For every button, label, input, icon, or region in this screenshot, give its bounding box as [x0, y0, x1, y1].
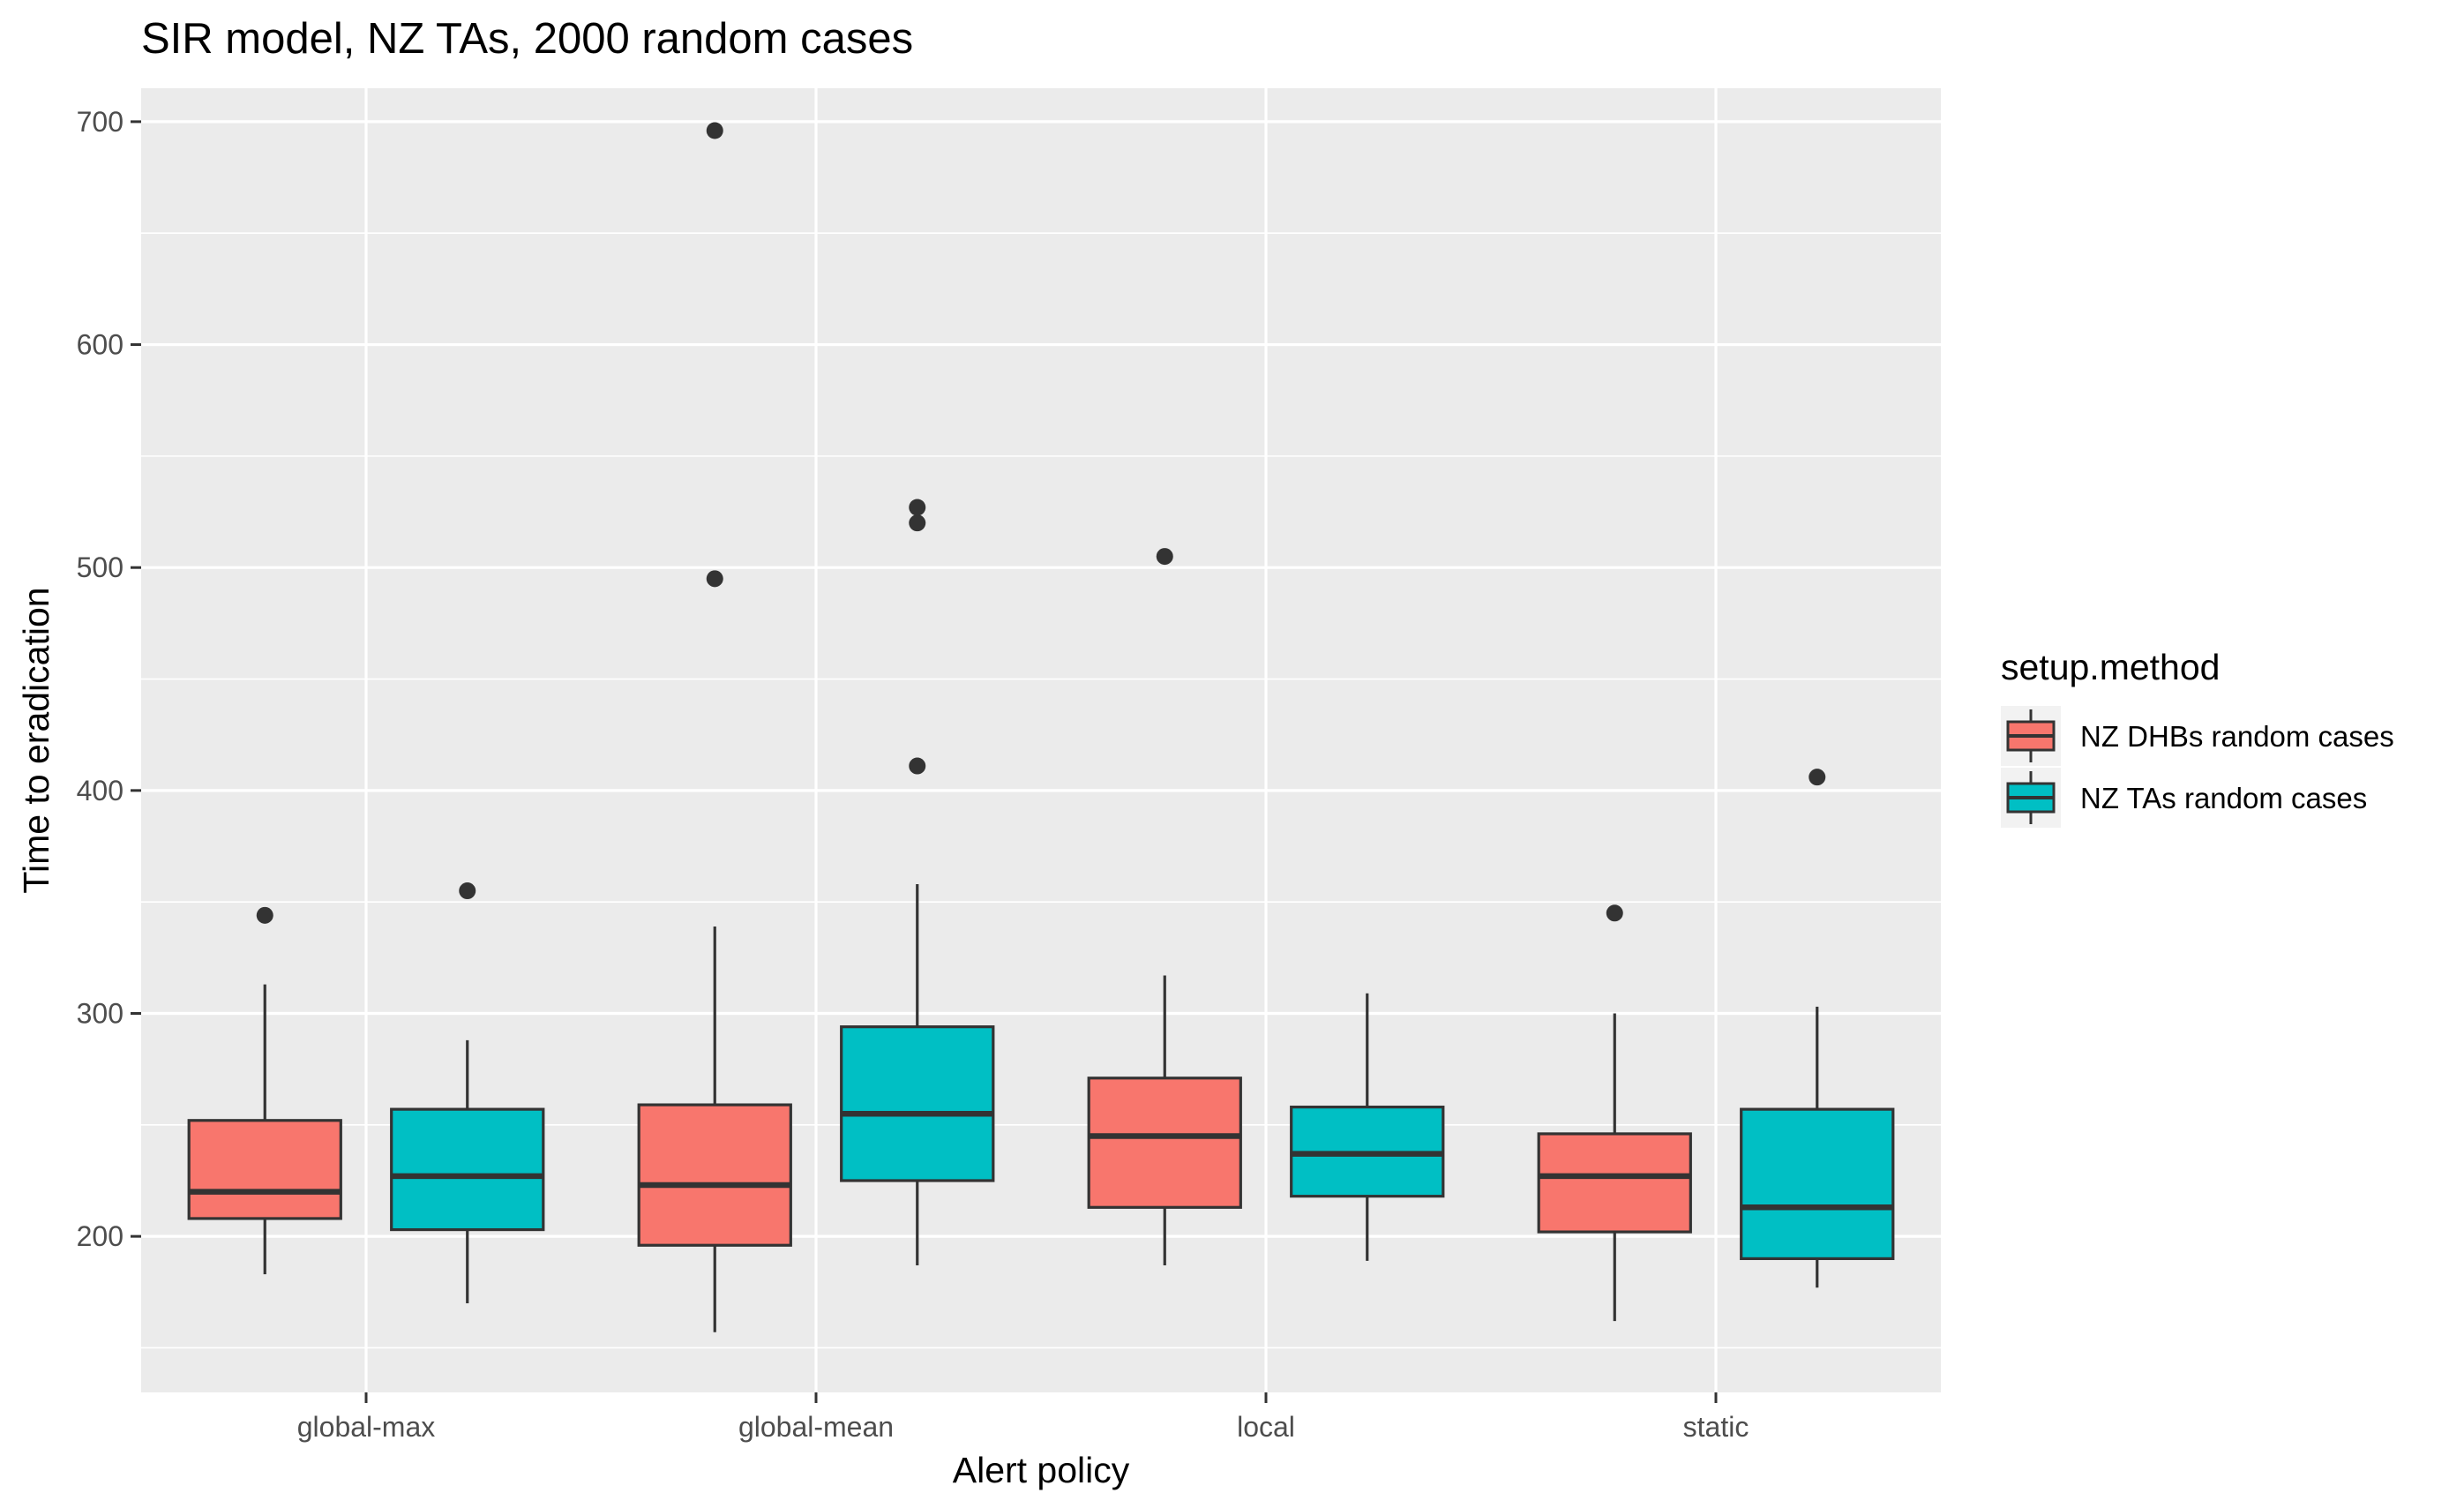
boxplot [187, 906, 342, 1275]
major-gridlines [141, 88, 1941, 1392]
x-tick-label: global-max [297, 1411, 436, 1443]
x-axis: global-max global-mean local static [297, 1392, 1749, 1443]
y-tick-label: 600 [77, 329, 124, 361]
boxplot [1537, 904, 1692, 1322]
y-tick-label: 300 [77, 997, 124, 1029]
boxplot [1290, 993, 1445, 1261]
y-tick-label: 700 [77, 106, 124, 138]
y-tick-label: 200 [77, 1220, 124, 1252]
outlier-point [706, 570, 723, 588]
outlier-point [909, 514, 926, 532]
outlier-point [909, 757, 926, 775]
x-tick-label: global-mean [738, 1411, 894, 1443]
outlier-point [706, 122, 723, 139]
box [840, 1025, 995, 1182]
legend-key [2001, 768, 2061, 828]
x-tick-label: static [1683, 1411, 1749, 1443]
box [1087, 1077, 1242, 1209]
boxplots [187, 122, 1895, 1332]
outlier-point [909, 499, 926, 516]
box [1740, 1107, 1895, 1261]
legend-label: NZ TAs random cases [2080, 782, 2367, 814]
box [637, 1103, 792, 1247]
y-axis: 200 300 400 500 600 700 [77, 106, 141, 1252]
legend-label: NZ DHBs random cases [2080, 720, 2394, 753]
x-tick-label: local [1237, 1411, 1295, 1443]
box [187, 1119, 342, 1220]
box [1537, 1132, 1692, 1234]
y-tick-label: 400 [77, 775, 124, 807]
outlier-point [1156, 548, 1173, 566]
legend: setup.method NZ DHBs random cases NZ TAs … [2001, 647, 2394, 828]
boxplot [390, 882, 545, 1303]
boxplot [637, 122, 792, 1332]
boxplot [840, 499, 995, 1265]
boxplot [1740, 769, 1895, 1288]
outlier-point [256, 906, 273, 924]
boxplot [1087, 548, 1242, 1265]
chart-title: SIR model, NZ TAs, 2000 random cases [141, 15, 913, 63]
x-axis-title: Alert policy [953, 1450, 1130, 1490]
legend-title: setup.method [2001, 647, 2220, 687]
outlier-point [1606, 904, 1623, 922]
box [390, 1107, 545, 1232]
outlier-point [459, 882, 476, 900]
legend-key [2001, 706, 2061, 766]
outlier-point [1809, 769, 1826, 786]
y-tick-label: 500 [77, 551, 124, 583]
y-axis-title: Time to eradication [16, 587, 56, 893]
